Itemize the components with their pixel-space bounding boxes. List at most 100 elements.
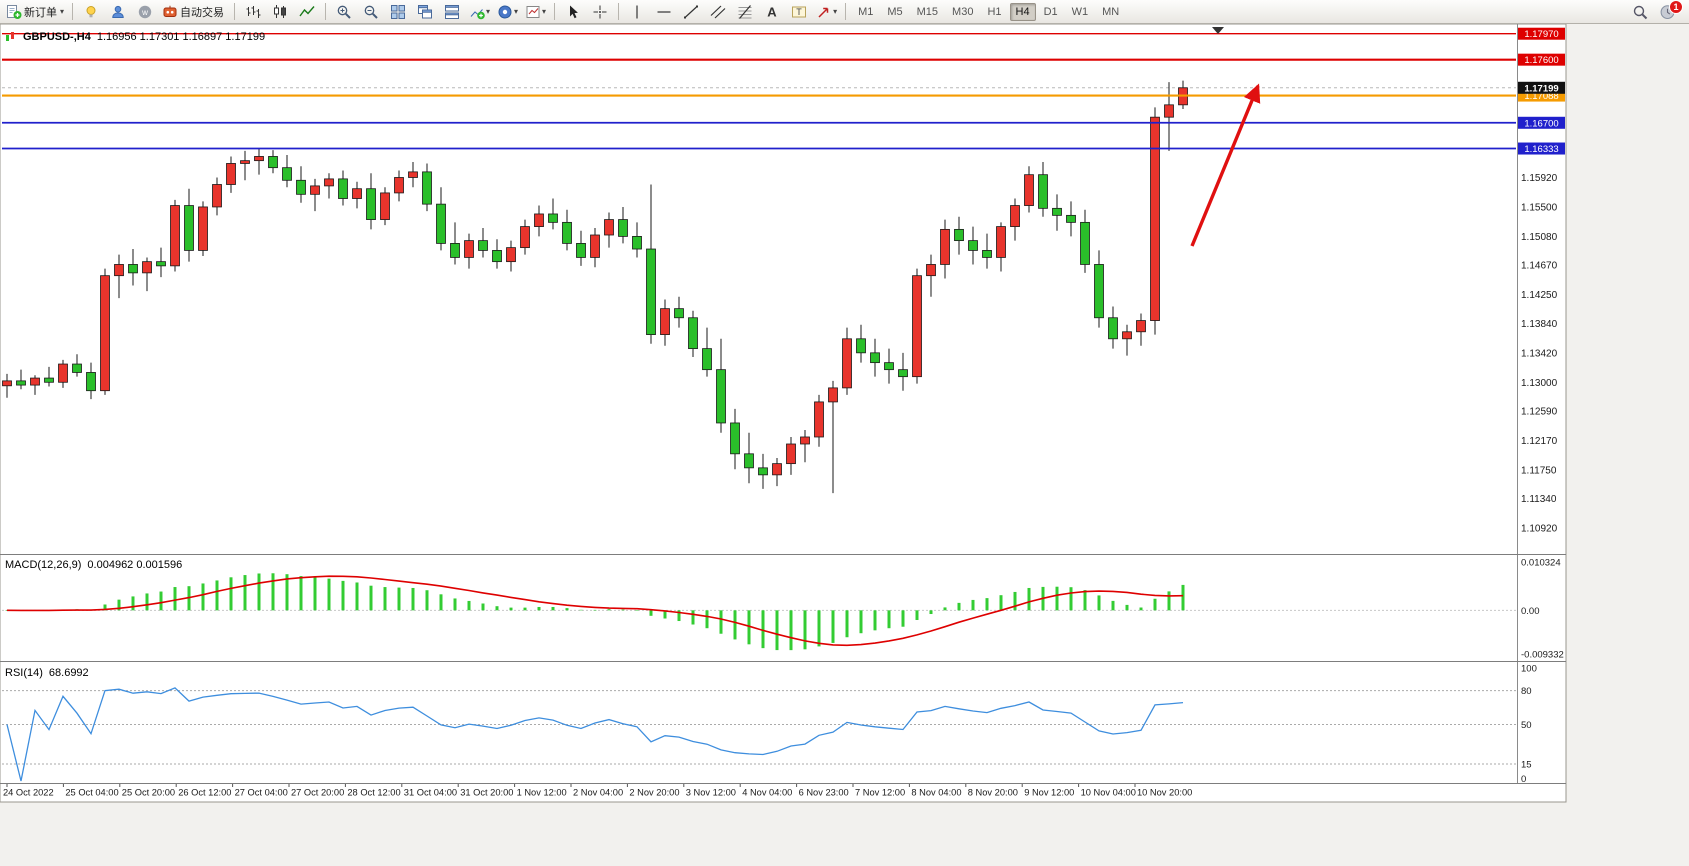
chart-shift-marker[interactable] bbox=[1212, 27, 1224, 34]
svg-text:28 Oct 12:00: 28 Oct 12:00 bbox=[347, 788, 400, 798]
auto-trading-label: 自动交易 bbox=[180, 6, 225, 19]
svg-text:2 Nov 20:00: 2 Nov 20:00 bbox=[629, 788, 679, 798]
search-button[interactable] bbox=[1627, 1, 1653, 23]
svg-text:1.11750: 1.11750 bbox=[1521, 465, 1557, 476]
zoom-out-icon bbox=[364, 5, 378, 19]
svg-text:15: 15 bbox=[1521, 760, 1532, 771]
hline-1.16333[interactable]: 1.16333 bbox=[2, 142, 1565, 156]
templates-button[interactable]: ▾ bbox=[522, 1, 549, 23]
svg-text:1.15500: 1.15500 bbox=[1521, 202, 1558, 213]
candlestick-chart-button[interactable] bbox=[267, 1, 293, 23]
line-chart-button[interactable] bbox=[294, 1, 320, 23]
time-axis[interactable]: 24 Oct 2022 25 Oct 04:00 25 Oct 20:00 26 Oc… bbox=[3, 784, 1192, 798]
svg-text:1.15920: 1.15920 bbox=[1521, 173, 1558, 184]
timeframe-m30-button[interactable]: M30 bbox=[952, 5, 974, 18]
symbol-period-text: GBPUSD-,H4 bbox=[23, 31, 91, 43]
svg-text:1.10920: 1.10920 bbox=[1521, 524, 1558, 535]
macd-values: 0.004962 0.001596 bbox=[87, 559, 183, 571]
svg-text:25 Oct 04:00: 25 Oct 04:00 bbox=[65, 788, 118, 798]
svg-text:4 Nov 04:00: 4 Nov 04:00 bbox=[742, 788, 792, 798]
channel-tool-button[interactable] bbox=[705, 1, 731, 23]
timeframe-m1-button[interactable]: M1 bbox=[858, 5, 874, 18]
arrows-tool-button[interactable]: ▾ bbox=[813, 1, 840, 23]
market-watch-button[interactable] bbox=[78, 1, 104, 23]
chart-canvas[interactable]: 1.17970 1.17600 1.17088 1.16700 1.16333 1.171… bbox=[0, 24, 1689, 866]
arrange-windows-button[interactable] bbox=[439, 1, 465, 23]
svg-text:24 Oct 2022: 24 Oct 2022 bbox=[3, 788, 54, 798]
zoom-out-button[interactable] bbox=[358, 1, 384, 23]
accounts-button[interactable] bbox=[105, 1, 131, 23]
svg-text:50: 50 bbox=[1521, 720, 1532, 731]
timeframe-m5-button[interactable]: M5 bbox=[887, 5, 903, 18]
svg-text:8 Nov 20:00: 8 Nov 20:00 bbox=[968, 788, 1018, 798]
notification-button[interactable]: 1 bbox=[1654, 0, 1683, 23]
new-chart-button[interactable]: ▾ bbox=[466, 1, 493, 23]
svg-text:25 Oct 20:00: 25 Oct 20:00 bbox=[122, 788, 175, 798]
auto-trading-button[interactable]: 自动交易 bbox=[159, 1, 229, 23]
chart-window-bg[interactable] bbox=[0, 24, 1567, 803]
svg-text:T: T bbox=[796, 7, 802, 17]
chevron-down-icon: ▾ bbox=[60, 6, 65, 16]
svg-text:A: A bbox=[767, 4, 777, 19]
vertical-line-tool-button[interactable] bbox=[624, 1, 650, 23]
community-button[interactable]: w bbox=[132, 1, 158, 23]
current-price-badge: 1.17199 bbox=[1518, 81, 1565, 94]
toolbar-divider bbox=[618, 3, 620, 20]
timeframe-d1-button[interactable]: D1 bbox=[1043, 5, 1058, 18]
hline-1.17970[interactable]: 1.17970 bbox=[2, 27, 1565, 41]
bar-chart-button[interactable] bbox=[240, 1, 266, 23]
trend-arrow[interactable] bbox=[1190, 83, 1261, 247]
zoom-in-button[interactable] bbox=[331, 1, 357, 23]
timeframe-h1-button[interactable]: H1 bbox=[987, 5, 1002, 18]
svg-text:1.11340: 1.11340 bbox=[1521, 494, 1557, 505]
profile-icon bbox=[112, 5, 124, 18]
timeframe-mn-button[interactable]: MN bbox=[1102, 5, 1120, 18]
new-chart-icon bbox=[470, 8, 485, 19]
svg-text:0.00: 0.00 bbox=[1521, 606, 1540, 617]
macd-signal-line bbox=[6, 575, 1184, 647]
svg-text:27 Oct 04:00: 27 Oct 04:00 bbox=[235, 788, 288, 798]
toolbar-divider bbox=[845, 3, 847, 20]
trendline-tool-button[interactable] bbox=[678, 1, 704, 23]
text-label-tool-button[interactable]: T bbox=[786, 1, 812, 23]
rsi-axis[interactable]: 100 80 50 15 0 bbox=[1521, 664, 1537, 786]
rsi-value: 68.6992 bbox=[48, 667, 89, 679]
hline-1.16700[interactable]: 1.16700 bbox=[2, 116, 1565, 130]
horizontal-line-icon bbox=[657, 10, 671, 13]
text-a-icon: A bbox=[767, 4, 777, 19]
profiles-button[interactable]: ▾ bbox=[494, 1, 521, 23]
new-order-button[interactable]: 新订单 ▾ bbox=[3, 1, 67, 23]
text-tool-button[interactable]: A bbox=[759, 1, 785, 23]
horizontal-line-tool-button[interactable] bbox=[651, 1, 677, 23]
timeframe-m15-button[interactable]: M15 bbox=[916, 5, 939, 18]
trendline-icon bbox=[684, 5, 699, 18]
new-order-label: 新订单 bbox=[24, 6, 57, 19]
symbol-icon bbox=[6, 32, 14, 41]
price-axis[interactable]: 1.15920 1.15500 1.15080 1.14670 1.14250 1.138… bbox=[1521, 173, 1558, 535]
svg-text:9 Nov 12:00: 9 Nov 12:00 bbox=[1024, 788, 1074, 798]
svg-text:1.17088: 1.17088 bbox=[1524, 91, 1558, 102]
new-order-icon bbox=[7, 4, 22, 19]
profiles-icon bbox=[498, 5, 512, 18]
rsi-indicator-label: RSI(14) 68.6992 bbox=[5, 667, 89, 679]
svg-text:1.13840: 1.13840 bbox=[1521, 319, 1558, 330]
fibonacci-tool-button[interactable] bbox=[732, 1, 758, 23]
tile-windows-button[interactable] bbox=[385, 1, 411, 23]
svg-text:80: 80 bbox=[1521, 686, 1532, 697]
cursor-button[interactable] bbox=[560, 1, 586, 23]
toolbar-divider bbox=[234, 3, 236, 20]
timeframe-w1-button[interactable]: W1 bbox=[1071, 5, 1089, 18]
cascade-windows-button[interactable] bbox=[412, 1, 438, 23]
arrange-windows-icon bbox=[445, 4, 460, 19]
svg-text:1.14670: 1.14670 bbox=[1521, 261, 1558, 272]
chart-window: 1.17970 1.17600 1.17088 1.16700 1.16333 1.171… bbox=[0, 24, 1689, 866]
timeframe-h4-button[interactable]: H4 bbox=[1009, 2, 1036, 21]
macd-axis[interactable]: 0.010324 0.00 -0.009332 bbox=[1521, 558, 1564, 661]
notification-count-badge: 1 bbox=[1669, 0, 1683, 14]
hline-1.17600[interactable]: 1.17600 bbox=[2, 53, 1565, 67]
fibonacci-icon bbox=[738, 4, 752, 19]
svg-text:1.17970: 1.17970 bbox=[1524, 29, 1558, 40]
macd-name: MACD(12,26,9) bbox=[5, 559, 82, 571]
community-icon: w bbox=[138, 5, 152, 18]
crosshair-button[interactable] bbox=[587, 1, 613, 23]
